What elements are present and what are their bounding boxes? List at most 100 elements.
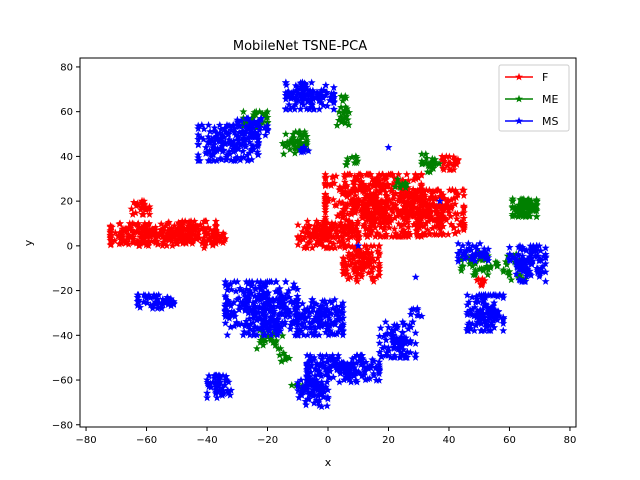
point [399, 220, 408, 228]
point [521, 212, 530, 221]
point [359, 249, 368, 257]
point [326, 326, 335, 335]
point [451, 199, 459, 208]
point [201, 241, 210, 250]
point [290, 144, 299, 153]
point [265, 323, 274, 332]
point [303, 395, 312, 403]
point [341, 102, 350, 111]
point [139, 234, 148, 243]
point [411, 174, 420, 183]
point [392, 333, 401, 342]
point [480, 316, 489, 325]
point [390, 232, 399, 241]
point [505, 255, 514, 264]
point [207, 233, 216, 241]
point [363, 245, 372, 254]
point [182, 239, 191, 247]
point [146, 293, 155, 302]
point [454, 257, 463, 265]
point [508, 212, 517, 220]
point [298, 141, 307, 149]
point [137, 223, 146, 231]
point [306, 86, 315, 95]
point [301, 397, 310, 405]
point [295, 127, 304, 136]
point [526, 206, 535, 214]
point [413, 311, 422, 319]
point [350, 198, 359, 207]
point [311, 240, 320, 249]
point [355, 185, 364, 193]
point [403, 218, 412, 226]
point [324, 313, 333, 322]
point [243, 151, 252, 159]
point [367, 267, 376, 276]
point [278, 331, 287, 340]
point [269, 304, 278, 313]
point [446, 165, 455, 174]
point [250, 292, 259, 300]
point [343, 359, 352, 368]
point [259, 325, 268, 334]
point [499, 313, 508, 322]
point [145, 205, 154, 213]
point [467, 309, 476, 318]
point [331, 200, 340, 209]
point [367, 248, 376, 257]
point [345, 170, 354, 178]
point [147, 237, 156, 245]
point [349, 183, 358, 192]
point [377, 352, 386, 361]
point [382, 216, 391, 225]
point [415, 223, 424, 232]
point [281, 88, 290, 97]
point [312, 308, 321, 316]
point [379, 179, 388, 188]
point [336, 112, 345, 121]
point [249, 110, 258, 119]
point [239, 287, 248, 296]
point [399, 197, 408, 206]
point [324, 355, 333, 363]
point [263, 113, 272, 121]
point [106, 236, 115, 244]
point [255, 289, 264, 298]
point [286, 298, 295, 306]
point [229, 136, 238, 145]
point [315, 105, 324, 113]
point [415, 194, 424, 203]
point [433, 219, 442, 227]
point [530, 247, 539, 256]
point [239, 107, 248, 116]
point [229, 121, 238, 130]
point [464, 298, 473, 306]
point [519, 267, 528, 276]
point [315, 361, 324, 370]
point [373, 247, 382, 255]
point [215, 145, 224, 154]
point [459, 219, 468, 227]
point [327, 218, 336, 227]
point [326, 367, 335, 375]
point [412, 193, 421, 202]
point [377, 200, 385, 209]
point [296, 105, 305, 113]
point [301, 323, 310, 331]
point [250, 132, 259, 140]
point [259, 330, 268, 339]
point [315, 94, 324, 103]
point [310, 328, 319, 337]
point [405, 201, 414, 209]
point [345, 217, 354, 225]
point [404, 176, 413, 185]
point [307, 298, 316, 307]
point [484, 326, 493, 335]
point [183, 224, 192, 233]
point [363, 257, 372, 266]
point [185, 218, 194, 226]
point [394, 207, 403, 215]
point [423, 212, 432, 221]
point [342, 181, 351, 189]
point [220, 381, 229, 389]
